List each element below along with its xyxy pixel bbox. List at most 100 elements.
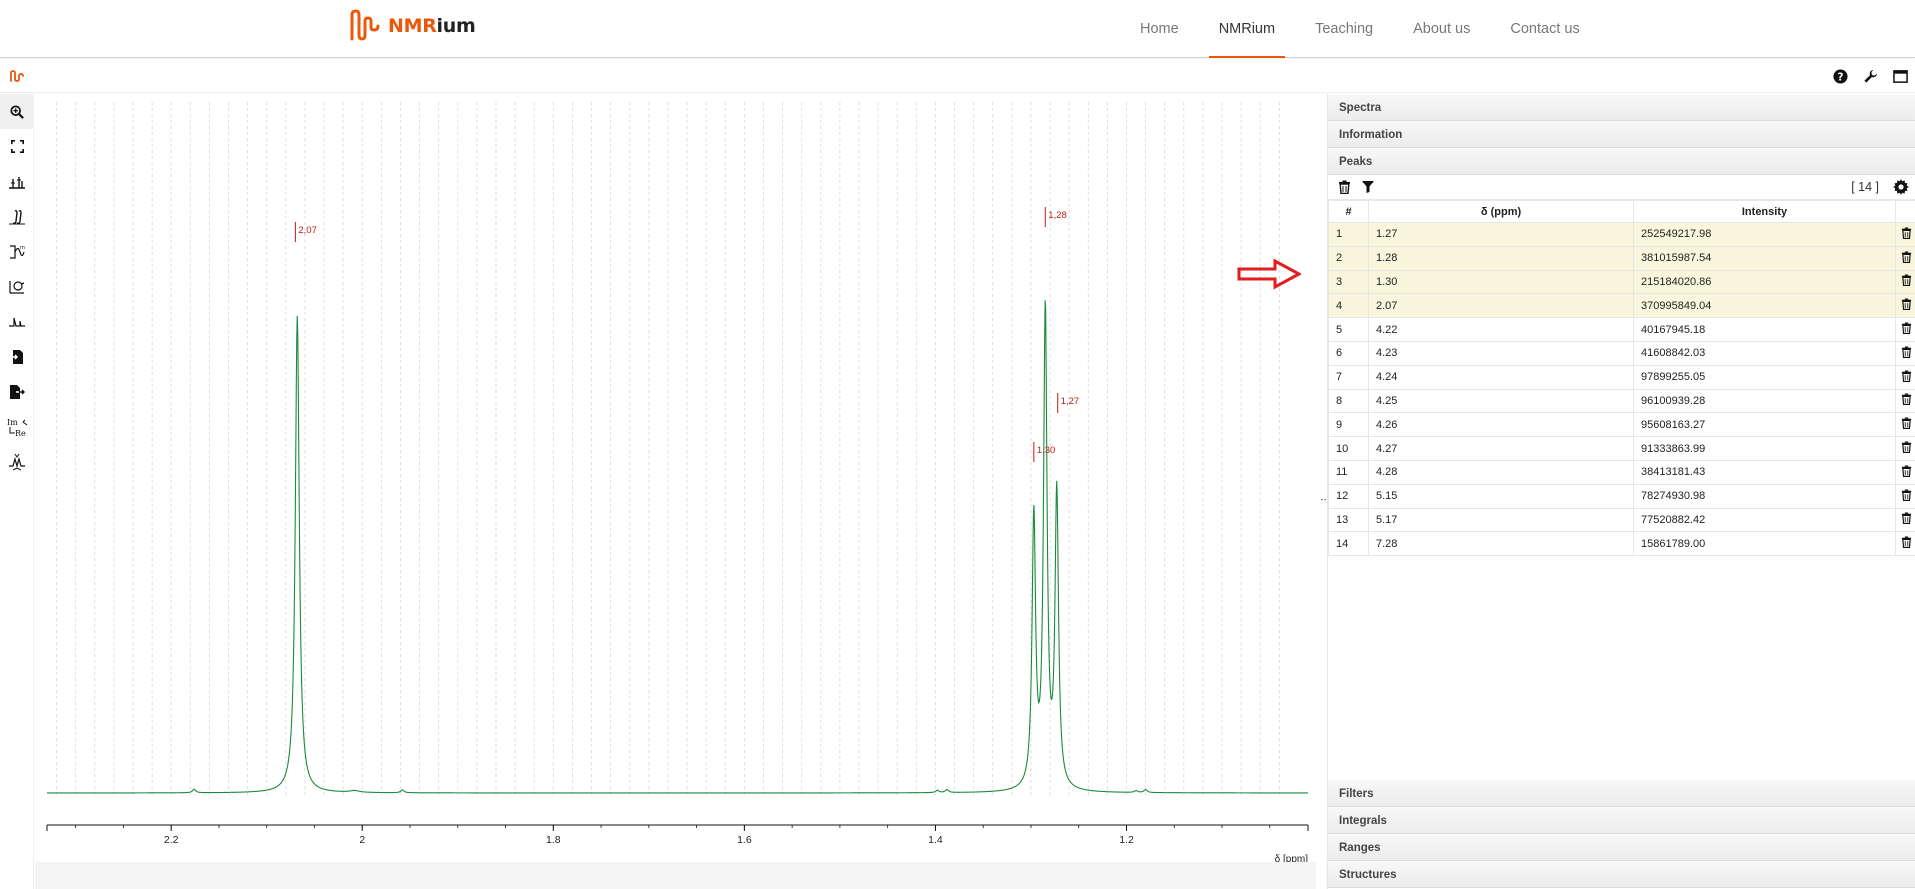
zoom-tool[interactable] (0, 94, 34, 129)
zero-filling-icon: m (10, 245, 25, 259)
table-row[interactable]: 9 4.26 95608163.27 (1328, 412, 1915, 438)
nav-about-us[interactable]: About us (1413, 21, 1471, 37)
spectrum-viewer[interactable]: 2,07 1,28 1,27 1,30 2.2 2 1.8 1.6 1.4 1.2 δ [ppm] (35, 94, 1315, 889)
peak-index: 5 (1328, 317, 1369, 342)
peak-delta[interactable]: 4.23 (1368, 340, 1634, 366)
fullscreen-icon[interactable] (1891, 67, 1909, 85)
table-row[interactable]: 10 4.27 91333863.99 (1328, 436, 1915, 461)
integral-tool[interactable] (0, 199, 34, 234)
peak-index: 13 (1328, 507, 1369, 533)
trash-icon (1901, 298, 1911, 311)
peaks-toolbar: [ 14 ] (1328, 175, 1915, 200)
nmrium-logo-icon (350, 9, 380, 41)
peak-delta[interactable]: 4.24 (1368, 364, 1634, 390)
table-row[interactable]: 7 4.24 97899255.05 (1328, 364, 1915, 390)
wrench-icon[interactable] (1861, 67, 1879, 85)
nav-nmrium[interactable]: NMRium (1199, 0, 1295, 58)
gear-icon[interactable] (1893, 179, 1909, 195)
panel-spectra[interactable]: Spectra (1328, 94, 1915, 121)
delete-peak-button[interactable] (1895, 269, 1915, 295)
app-logo-icon[interactable] (9, 68, 25, 84)
table-row[interactable]: 3 1.30 215184020.86 (1328, 269, 1915, 295)
peak-intensity: 41608842.03 (1633, 340, 1896, 366)
real-imaginary-tool[interactable]: Im Re (0, 409, 34, 444)
panel-ranges[interactable]: Ranges (1328, 834, 1915, 861)
delete-peak-button[interactable] (1895, 317, 1915, 342)
header-intensity[interactable]: Intensity (1633, 200, 1896, 223)
panel-peaks[interactable]: Peaks (1328, 148, 1915, 175)
peak-delta[interactable]: 1.30 (1368, 269, 1634, 295)
delete-peak-button[interactable] (1895, 436, 1915, 461)
x-tick-label: 1.8 (546, 834, 561, 846)
filter-peaks-button[interactable] (1360, 179, 1376, 195)
export-tool[interactable] (0, 374, 34, 409)
peak-delta[interactable]: 5.15 (1368, 483, 1634, 509)
delete-all-peaks-button[interactable] (1336, 179, 1352, 195)
table-row[interactable]: 2 1.28 381015987.54 (1328, 245, 1915, 271)
phase-correction-tool[interactable] (0, 269, 34, 304)
panel-integrals[interactable]: Integrals (1328, 807, 1915, 834)
x-axis-label: δ [ppm] (1275, 854, 1309, 862)
delete-peak-button[interactable] (1895, 340, 1915, 366)
delete-peak-button[interactable] (1895, 412, 1915, 438)
header-index[interactable]: # (1328, 200, 1369, 223)
delete-peak-button[interactable] (1895, 222, 1915, 247)
panel-structures[interactable]: Structures (1328, 861, 1915, 888)
delete-peak-button[interactable] (1895, 245, 1915, 271)
nav-home[interactable]: Home (1140, 21, 1179, 37)
multiplet-tool[interactable] (0, 444, 34, 479)
delete-peak-button[interactable] (1895, 483, 1915, 509)
table-row[interactable]: 5 4.22 40167945.18 (1328, 317, 1915, 342)
baseline-correction-tool[interactable] (0, 304, 34, 339)
peak-delta[interactable]: 4.27 (1368, 436, 1634, 461)
panel-information[interactable]: Information (1328, 121, 1915, 148)
peak-delta[interactable]: 1.28 (1368, 245, 1634, 271)
header-delta[interactable]: δ (ppm) (1368, 200, 1634, 223)
trash-icon (1901, 417, 1911, 430)
delete-peak-button[interactable] (1895, 531, 1915, 557)
annotation-arrow-icon (1237, 258, 1301, 290)
table-row[interactable]: 11 4.28 38413181.43 (1328, 459, 1915, 485)
delete-peak-button[interactable] (1895, 388, 1915, 414)
nmrium-logo[interactable]: NMRium (348, 8, 476, 44)
delete-peak-button[interactable] (1895, 293, 1915, 319)
table-row[interactable]: 6 4.23 41608842.03 (1328, 340, 1915, 366)
spectrum-chart[interactable]: 2,07 1,28 1,27 1,30 2.2 2 1.8 1.6 1.4 1.2 δ [ppm] (35, 94, 1315, 865)
full-zoom-icon (10, 140, 24, 153)
table-row[interactable]: 4 2.07 370995849.04 (1328, 293, 1915, 319)
nav-teaching[interactable]: Teaching (1315, 21, 1374, 37)
peak-delta[interactable]: 5.17 (1368, 507, 1634, 533)
table-row[interactable]: 1 1.27 252549217.98 (1328, 222, 1915, 247)
peak-index: 6 (1328, 340, 1369, 366)
header-actions (1895, 200, 1915, 223)
peak-delta[interactable]: 4.26 (1368, 412, 1634, 438)
trash-icon (1901, 465, 1911, 477)
peak-delta[interactable]: 4.25 (1368, 388, 1634, 414)
splitter-handle-icon[interactable]: ⋮ (1319, 494, 1331, 505)
help-icon[interactable]: ? (1831, 67, 1849, 85)
peak-delta[interactable]: 7.28 (1368, 531, 1634, 557)
peak-picking-tool[interactable] (0, 164, 34, 199)
peak-intensity: 381015987.54 (1633, 245, 1896, 271)
site-navbar: NMRium Home NMRium Teaching About us Con… (0, 0, 1915, 58)
peak-delta[interactable]: 2.07 (1368, 293, 1634, 319)
nav-contact-us[interactable]: Contact us (1510, 21, 1580, 37)
table-row[interactable]: 8 4.25 96100939.28 (1328, 388, 1915, 414)
peak-delta[interactable]: 1.27 (1368, 222, 1634, 247)
table-row[interactable]: 13 5.17 77520882.42 (1328, 507, 1915, 533)
delete-peak-button[interactable] (1895, 364, 1915, 390)
peak-delta[interactable]: 4.28 (1368, 459, 1634, 485)
import-tool[interactable] (0, 339, 34, 374)
panel-splitter[interactable]: ⋮ (1316, 94, 1331, 889)
delete-peak-button[interactable] (1895, 507, 1915, 533)
peak-index: 9 (1328, 412, 1369, 438)
delete-peak-button[interactable] (1895, 459, 1915, 485)
table-row[interactable]: 14 7.28 15861789.00 (1328, 531, 1915, 557)
full-zoom-tool[interactable] (0, 129, 34, 164)
peaks-table-header: # δ (ppm) Intensity (1328, 200, 1915, 223)
zero-filling-tool[interactable]: m (0, 234, 34, 269)
table-row[interactable]: 12 5.15 78274930.98 (1328, 483, 1915, 509)
peak-delta[interactable]: 4.22 (1368, 317, 1634, 342)
svg-text:Re: Re (15, 429, 26, 438)
panel-filters[interactable]: Filters (1328, 780, 1915, 807)
